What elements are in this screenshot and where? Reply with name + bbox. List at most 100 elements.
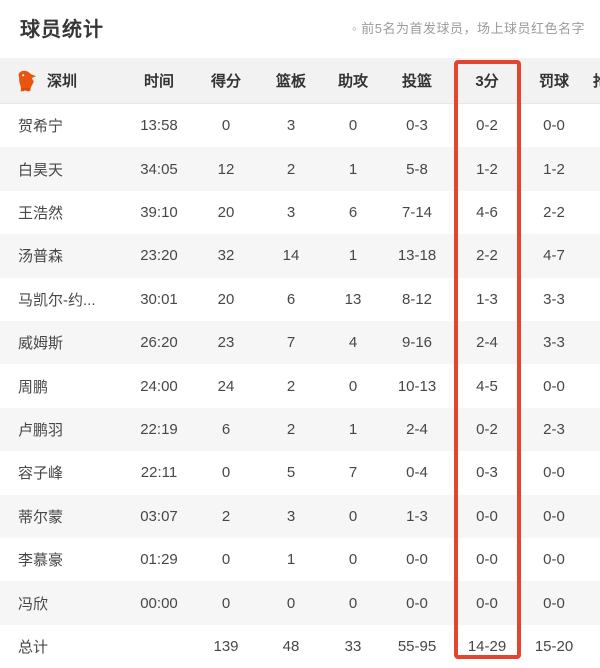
cell-free-throws: 0-0	[543, 507, 565, 525]
cell-points: 6	[221, 421, 231, 439]
player-name[interactable]: 周鹏	[18, 378, 49, 396]
col-header-three-point: 3分	[475, 73, 499, 90]
cell-three-point: 14-29	[467, 638, 507, 656]
cell-assists: 0	[348, 507, 358, 525]
cell-field-goals: 10-13	[397, 377, 437, 395]
player-name[interactable]: 容子峰	[18, 465, 64, 483]
cell-points: 24	[217, 377, 235, 395]
cell-assists: 7	[348, 464, 358, 482]
team-logo-icon	[15, 68, 38, 93]
starters-note: ◦ 前5名为首发球员，场上球员红色名字	[352, 20, 585, 36]
stats-table: 深圳 时间 得分 篮板 助攻 投篮 3分 罚球 抢断 贺希宁 13:58 0 3…	[0, 58, 600, 668]
cell-assists: 1	[348, 421, 358, 439]
cell-rebounds: 2	[286, 377, 296, 395]
cell-assists: 0	[348, 377, 358, 395]
cell-free-throws: 15-20	[534, 638, 574, 656]
cell-field-goals: 7-14	[401, 204, 433, 222]
cell-free-throws: 0-0	[543, 117, 565, 135]
cell-field-goals: 9-16	[401, 334, 433, 352]
cell-free-throws: 0-0	[543, 594, 565, 612]
cell-rebounds: 0	[286, 594, 296, 612]
col-header-steals: 抢断	[586, 70, 600, 91]
cell-assists: 6	[348, 204, 358, 222]
cell-rebounds: 7	[286, 334, 296, 352]
cell-field-goals: 0-3	[406, 117, 428, 135]
col-header-free-throws: 罚球	[538, 73, 569, 90]
cell-three-point: 0-0	[476, 507, 498, 525]
cell-field-goals: 0-4	[406, 464, 428, 482]
cell-free-throws: 3-3	[543, 290, 565, 308]
cell-free-throws: 1-2	[543, 160, 565, 178]
table-row: 冯欣 00:00 0 0 0 0-0 0-0 0-0	[0, 581, 600, 625]
cell-time: 23:20	[140, 247, 178, 265]
table-row: 马凯尔-约... 30:01 20 6 13 8-12 1-3 3-3	[0, 277, 600, 322]
cell-assists: 33	[344, 638, 362, 656]
cell-rebounds: 3	[286, 117, 296, 135]
cell-free-throws: 3-3	[543, 334, 565, 352]
col-header-field-goals: 投篮	[401, 73, 432, 90]
cell-field-goals: 5-8	[406, 160, 428, 178]
panel-header: 球员统计 ◦ 前5名为首发球员，场上球员红色名字	[0, 0, 600, 50]
table-row: 威姆斯 26:20 23 7 4 9-16 2-4 3-3	[0, 321, 600, 365]
cell-assists: 13	[344, 290, 362, 308]
cell-assists: 0	[348, 594, 358, 612]
col-header-assists: 助攻	[337, 73, 368, 90]
cell-time: 13:58	[140, 117, 178, 135]
cell-points: 32	[217, 247, 235, 265]
col-header-points: 得分	[210, 73, 241, 90]
table-row: 白昊天 34:05 12 2 1 5-8 1-2 1-2	[0, 147, 600, 191]
cell-points: 0	[221, 551, 231, 569]
cell-time: 26:20	[140, 334, 178, 352]
cell-points: 23	[217, 334, 235, 352]
team-name: 深圳	[47, 73, 78, 90]
table-total-row: 总计 139 48 33 55-95 14-29 15-20	[0, 624, 600, 668]
cell-rebounds: 5	[286, 464, 296, 482]
cell-rebounds: 3	[286, 507, 296, 525]
cell-points: 20	[217, 204, 235, 222]
cell-free-throws: 0-0	[543, 377, 565, 395]
table-header-row: 深圳 时间 得分 篮板 助攻 投篮 3分 罚球 抢断	[0, 58, 600, 104]
cell-assists: 0	[348, 551, 358, 569]
cell-three-point: 0-0	[476, 551, 498, 569]
player-name[interactable]: 冯欣	[18, 595, 49, 613]
cell-free-throws: 0-0	[543, 551, 565, 569]
table-body: 贺希宁 13:58 0 3 0 0-3 0-2 0-0 白昊天 34:05 12…	[0, 104, 600, 668]
cell-three-point: 0-0	[476, 594, 498, 612]
player-name[interactable]: 李慕豪	[18, 552, 64, 570]
total-label: 总计	[18, 639, 49, 657]
player-name[interactable]: 马凯尔-约...	[18, 291, 96, 309]
cell-points: 139	[213, 638, 239, 656]
cell-time: 22:19	[140, 421, 178, 439]
player-name[interactable]: 蒂尔蒙	[18, 508, 64, 526]
cell-rebounds: 6	[286, 290, 296, 308]
cell-rebounds: 2	[286, 421, 296, 439]
page-title: 球员统计	[20, 18, 104, 41]
player-name[interactable]: 威姆斯	[18, 335, 64, 353]
cell-time: 30:01	[140, 290, 178, 308]
cell-points: 0	[221, 117, 231, 135]
table-row: 卢鹏羽 22:19 6 2 1 2-4 0-2 2-3	[0, 407, 600, 452]
cell-field-goals: 0-0	[406, 594, 428, 612]
cell-field-goals: 2-4	[406, 421, 428, 439]
cell-points: 12	[217, 160, 235, 178]
cell-time: 24:00	[140, 377, 178, 395]
cell-assists: 1	[348, 160, 358, 178]
cell-assists: 4	[348, 334, 358, 352]
cell-points: 0	[221, 594, 231, 612]
player-name[interactable]: 白昊天	[18, 161, 64, 179]
cell-field-goals: 0-0	[406, 551, 428, 569]
cell-time: 34:05	[140, 160, 178, 178]
cell-free-throws: 4-7	[543, 247, 565, 265]
cell-three-point: 0-2	[476, 117, 498, 135]
cell-rebounds: 14	[282, 247, 300, 265]
team-header-cell: 深圳	[0, 68, 124, 93]
player-name[interactable]: 贺希宁	[18, 118, 64, 136]
cell-three-point: 1-2	[476, 160, 498, 178]
player-name[interactable]: 汤普森	[18, 248, 64, 266]
cell-rebounds: 1	[286, 551, 296, 569]
cell-time: 22:11	[140, 464, 178, 482]
player-name[interactable]: 王浩然	[18, 205, 64, 223]
cell-free-throws: 2-2	[543, 204, 565, 222]
cell-three-point: 2-4	[476, 334, 498, 352]
player-name[interactable]: 卢鹏羽	[18, 422, 64, 440]
